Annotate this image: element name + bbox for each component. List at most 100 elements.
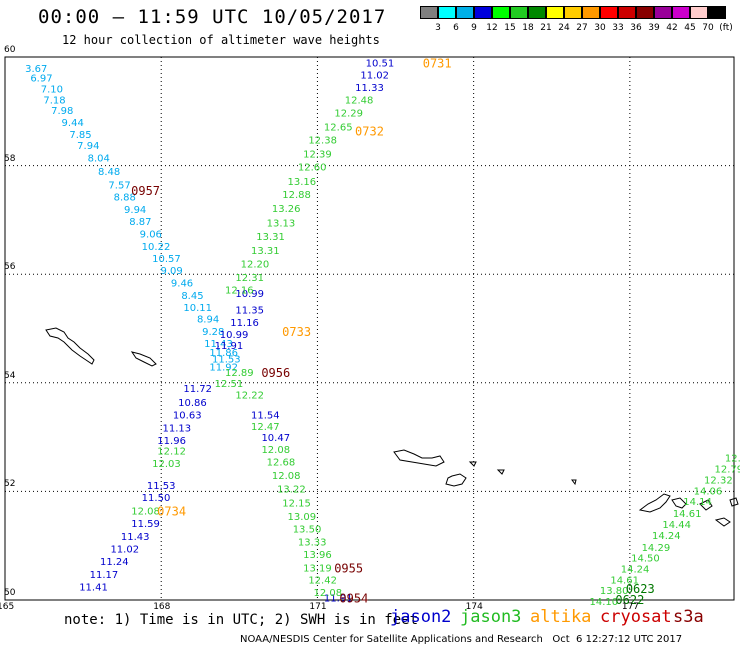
scale-label: 9 xyxy=(471,23,477,33)
wave-height-value: 7.18 xyxy=(43,95,65,106)
wave-height-value: 12.31 xyxy=(235,273,264,284)
lat-tick-label: 54 xyxy=(4,370,16,381)
wave-height-value: 13.09 xyxy=(287,512,316,523)
wave-height-value: 12.08 xyxy=(261,445,290,456)
wave-height-value: 13.50 xyxy=(293,524,322,535)
wave-height-value: 12.39 xyxy=(303,150,332,161)
scale-label: 3 xyxy=(435,23,441,33)
wave-height-value: 10.99 xyxy=(220,330,249,341)
wave-height-value: 12.08 xyxy=(131,506,160,517)
wave-height-value: 10.22 xyxy=(142,242,171,253)
scale-swatch xyxy=(438,6,456,19)
wave-height-value: 12.15 xyxy=(282,498,311,509)
legend-s3a: s3a xyxy=(673,607,704,627)
wave-height-value: 8.45 xyxy=(181,291,203,302)
altimeter-tracks: 3.676.977.107.187.989.447.857.948.04 8.48… xyxy=(25,58,740,608)
pass-time-label: 0623 xyxy=(626,582,655,596)
footnote: note: 1) Time is in UTC; 2) SWH is in fe… xyxy=(64,612,419,628)
scale-label: 12 xyxy=(486,23,498,33)
scale-swatch xyxy=(636,6,654,19)
wave-height-value: 12.08 xyxy=(272,471,301,482)
lat-tick-label: 50 xyxy=(4,588,16,598)
wave-height-value: 14.24 xyxy=(621,565,650,576)
legend-altika: altika xyxy=(530,607,592,627)
wave-height-value: 11.02 xyxy=(110,544,139,555)
wave-height-value: 12.48 xyxy=(345,95,374,106)
lon-tick-label: 174 xyxy=(465,602,483,612)
scale-label: 45 xyxy=(684,23,696,33)
lat-tick-label: 60 xyxy=(4,45,16,55)
wave-height-value: 11.59 xyxy=(131,519,160,530)
wave-height-value: 11.16 xyxy=(230,318,259,329)
lat-tick-label: 52 xyxy=(4,479,16,490)
pass-time-label: 0732 xyxy=(355,124,384,138)
wave-height-value: 11.13 xyxy=(163,423,192,434)
land-island xyxy=(468,461,477,467)
wave-height-value: 6.97 xyxy=(30,74,52,85)
pass-time-label: 0957 xyxy=(131,184,160,198)
wave-height-value: 12.51 xyxy=(215,379,244,390)
scale-swatch xyxy=(690,6,708,19)
scale-swatch xyxy=(456,6,474,19)
wave-height-value: 9.28 xyxy=(202,327,224,338)
wave-height-value: 13.22 xyxy=(277,485,306,496)
lat-tick-label: 58 xyxy=(4,153,16,164)
wave-height-value: 13.80 xyxy=(600,586,629,597)
wave-height-value: 9.09 xyxy=(160,266,182,277)
scale-label: 39 xyxy=(648,23,660,33)
wave-height-value: 12.65 xyxy=(324,123,353,134)
wave-height-value: 14.06 xyxy=(694,486,723,497)
legend-jason2: jason2 xyxy=(390,607,452,627)
pass-time-label: 0955 xyxy=(334,561,363,575)
scale-swatch xyxy=(528,6,546,19)
wave-height-value: 14.44 xyxy=(662,520,691,531)
wave-height-value: 11.02 xyxy=(360,70,389,81)
wave-height-value: 13.26 xyxy=(272,204,301,215)
wave-height-value: 11.43 xyxy=(204,339,233,350)
wave-height-value: 12.20 xyxy=(241,259,270,270)
wave-height-value: 8.48 xyxy=(98,167,120,178)
land-island xyxy=(496,469,505,475)
scale-label: 18 xyxy=(522,23,534,33)
credit-footer: NOAA/NESDIS Center for Satellite Applica… xyxy=(240,634,683,645)
land-island xyxy=(729,497,739,507)
wave-height-value: 12.16 xyxy=(225,285,254,296)
scale-unit: (ft) xyxy=(719,23,733,33)
legend-cryosat: cryosat xyxy=(600,607,672,627)
wave-height-value: 12.89 xyxy=(225,368,254,379)
wave-height-value: 14.24 xyxy=(652,531,681,542)
lon-tick-label: 168 xyxy=(153,602,171,612)
scale-label: 15 xyxy=(504,23,516,33)
pass-time-label: 0733 xyxy=(282,325,311,339)
scale-swatch xyxy=(618,6,636,19)
wave-height-value: 10.47 xyxy=(261,433,290,444)
map-title: 00:00 – 11:59 UTC 10/05/2017 xyxy=(38,6,387,28)
wave-height-value: 11.35 xyxy=(235,305,264,316)
lon-tick-label: 165 xyxy=(0,602,15,612)
wave-height-value: 11.91 xyxy=(215,341,244,352)
wave-height-value: 12.38 xyxy=(308,136,337,147)
pass-time-label: 0954 xyxy=(339,591,368,605)
wave-height-value: 8.94 xyxy=(197,315,219,326)
land-island xyxy=(393,449,445,467)
wave-height-value: 12.47 xyxy=(251,422,280,433)
map-subtitle: 12 hour collection of altimeter wave hei… xyxy=(62,33,380,47)
wave-height-value: 8.88 xyxy=(114,193,136,204)
wave-height-value: 13.96 xyxy=(303,550,332,561)
wave-height-value: 10.51 xyxy=(366,58,395,69)
pass-time-label: 0956 xyxy=(261,366,290,380)
wave-height-value: 12.79 xyxy=(714,465,740,476)
scale-label: 42 xyxy=(666,23,678,33)
scale-swatch xyxy=(474,6,492,19)
wave-height-value: 8.04 xyxy=(88,153,110,164)
wave-height-value: 11.33 xyxy=(355,83,384,94)
scale-label: 30 xyxy=(594,23,606,33)
lat-lon-grid xyxy=(4,56,735,601)
wave-height-value: 11.17 xyxy=(90,570,119,581)
wave-height-value: 11.43 xyxy=(121,532,150,543)
land-island xyxy=(699,499,713,511)
wave-height-value: 12.29 xyxy=(334,108,363,119)
scale-swatch xyxy=(654,6,672,19)
wave-height-value: 7.85 xyxy=(69,130,91,141)
wave-height-value: 12.32 xyxy=(704,475,733,486)
